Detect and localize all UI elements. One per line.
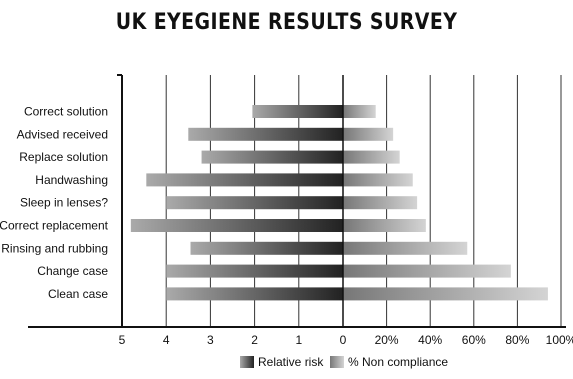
- bar-non-compliance: [343, 173, 413, 187]
- chart-title: UK EYEGIENE RESULTS SURVEY: [115, 10, 458, 35]
- category-label: Rinsing and rubbing: [1, 241, 108, 255]
- category-label: Correct replacement: [0, 219, 109, 233]
- bar-relative-risk: [252, 105, 343, 118]
- tick-label: 20%: [375, 333, 399, 347]
- legend-label-non-compliance: % Non compliance: [348, 355, 448, 369]
- category-labels: Correct solution Advised received Replace …: [0, 105, 109, 301]
- tick-label: 80%: [505, 333, 529, 347]
- legend-label-relative-risk: Relative risk: [258, 355, 324, 369]
- tick-label: 60%: [462, 333, 486, 347]
- category-label: Change case: [37, 264, 108, 278]
- bar-relative-risk: [201, 150, 343, 164]
- bar-non-compliance: [343, 150, 400, 164]
- tick-labels: 5 4 3 2 1 0 20% 40% 60% 80% 100%: [119, 333, 573, 347]
- legend: Relative risk % Non compliance: [240, 355, 448, 369]
- bar-relative-risk: [166, 287, 343, 301]
- bar-non-compliance: [343, 287, 548, 301]
- bar-relative-risk: [188, 127, 343, 141]
- category-label: Replace solution: [19, 150, 108, 164]
- tick-label: 2: [251, 333, 258, 347]
- legend-swatch-relative-risk: [240, 356, 254, 368]
- legend-swatch-non-compliance: [330, 356, 344, 368]
- bar-non-compliance: [343, 105, 376, 118]
- bar-non-compliance: [343, 241, 468, 255]
- bar-non-compliance: [343, 196, 418, 210]
- tick-label: 3: [207, 333, 214, 347]
- bar-relative-risk: [166, 196, 343, 210]
- bar-non-compliance: [343, 264, 511, 278]
- tick-label: 5: [119, 333, 126, 347]
- axes: [28, 74, 566, 328]
- category-label: Correct solution: [24, 105, 108, 119]
- bars: [130, 105, 548, 301]
- tick-label: 4: [163, 333, 170, 347]
- tick-label: 40%: [418, 333, 442, 347]
- bar-relative-risk: [146, 173, 343, 187]
- bar-non-compliance: [343, 127, 394, 141]
- bar-non-compliance: [343, 219, 426, 232]
- tick-label: 100%: [546, 333, 573, 347]
- category-label: Clean case: [48, 287, 108, 301]
- bar-relative-risk: [166, 264, 343, 278]
- tick-label: 1: [295, 333, 302, 347]
- bar-relative-risk: [130, 219, 343, 232]
- bar-relative-risk: [190, 241, 343, 255]
- tick-label: 0: [340, 333, 347, 347]
- category-label: Handwashing: [35, 173, 108, 187]
- category-label: Sleep in lenses?: [20, 196, 108, 210]
- category-label: Advised received: [17, 127, 108, 141]
